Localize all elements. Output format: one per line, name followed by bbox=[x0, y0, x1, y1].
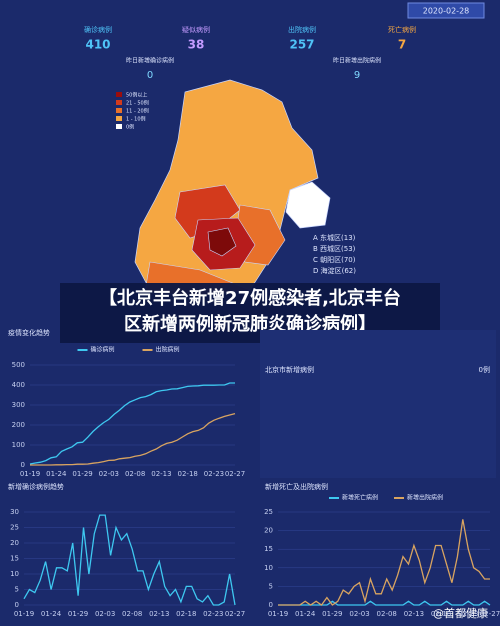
legend-swatch bbox=[116, 92, 122, 97]
legend-swatch bbox=[116, 108, 122, 113]
map-region bbox=[207, 227, 237, 257]
daily-label: 昨日新增确诊病例 bbox=[126, 57, 174, 65]
date: 2020-02-28 bbox=[423, 7, 470, 16]
x-tick-label: 01-19 bbox=[14, 610, 34, 618]
daily-value: 9 bbox=[354, 70, 360, 81]
x-tick-label: 02-27 bbox=[480, 610, 500, 618]
x-tick-label: 01-19 bbox=[268, 610, 288, 618]
daily-label: 昨日新增出院病例 bbox=[333, 57, 381, 65]
legend-label: 50例以上 bbox=[126, 92, 147, 99]
legend-label: 出院病例 bbox=[156, 346, 180, 354]
stat-value: 7 bbox=[398, 38, 406, 52]
y-tick-label: 0 bbox=[21, 461, 25, 469]
x-tick-label: 02-08 bbox=[122, 610, 142, 618]
district: D 海淀区(62) bbox=[313, 266, 356, 275]
x-tick-label: 01-29 bbox=[68, 610, 88, 618]
stat-value: 410 bbox=[85, 38, 110, 52]
stat-label: 疑似病例 bbox=[182, 25, 210, 34]
panel-title: 北京市新增病例 bbox=[265, 365, 314, 374]
series-line bbox=[29, 382, 235, 465]
series-line bbox=[278, 519, 490, 606]
y-tick-label: 400 bbox=[12, 381, 25, 389]
x-tick-label: 02-03 bbox=[99, 470, 119, 478]
x-tick-label: 02-27 bbox=[225, 610, 245, 618]
headline: 区新增两例新冠肺炎确诊病例】 bbox=[124, 313, 376, 335]
x-tick-label: 02-03 bbox=[349, 610, 369, 618]
x-tick-label: 01-24 bbox=[295, 610, 316, 618]
x-tick-label: 02-03 bbox=[95, 610, 115, 618]
stat-label: 出院病例 bbox=[288, 25, 316, 34]
panel bbox=[260, 330, 496, 478]
legend-label: 确诊病例 bbox=[91, 346, 115, 354]
x-tick-label: 02-18 bbox=[178, 470, 198, 478]
y-tick-label: 500 bbox=[12, 361, 25, 369]
stat-label: 死亡病例 bbox=[388, 25, 416, 34]
y-tick-label: 20 bbox=[10, 539, 19, 547]
y-tick-label: 0 bbox=[269, 601, 273, 609]
series-line bbox=[278, 600, 491, 606]
y-tick-label: 300 bbox=[12, 401, 25, 409]
series-line bbox=[23, 514, 236, 606]
chart-title: 疫情变化趋势 bbox=[8, 328, 50, 337]
y-tick-label: 15 bbox=[264, 545, 273, 553]
y-tick-label: 15 bbox=[10, 555, 19, 563]
x-tick-label: 02-13 bbox=[404, 610, 424, 618]
stat-label: 确诊病例 bbox=[84, 25, 112, 34]
x-tick-label: 01-19 bbox=[20, 470, 40, 478]
x-tick-label: 02-23 bbox=[458, 610, 478, 618]
legend-label: 新增死亡病例 bbox=[342, 494, 378, 502]
legend-swatch bbox=[116, 100, 122, 105]
x-tick-label: 02-18 bbox=[176, 610, 196, 618]
y-tick-label: 30 bbox=[10, 508, 19, 516]
stat-value: 38 bbox=[188, 38, 205, 52]
x-tick-label: 02-08 bbox=[125, 470, 145, 478]
x-tick-label: 02-23 bbox=[204, 470, 224, 478]
panel-value: 0例 bbox=[479, 365, 490, 374]
legend-label: 21 - 50例 bbox=[126, 100, 149, 107]
series-line bbox=[30, 412, 236, 466]
y-tick-label: 5 bbox=[15, 586, 19, 594]
watermark: @首都健康 bbox=[433, 606, 488, 620]
x-tick-label: 02-13 bbox=[149, 610, 169, 618]
daily-value: 0 bbox=[147, 70, 153, 81]
chart-title: 新增确诊病例趋势 bbox=[8, 482, 64, 491]
y-tick-label: 5 bbox=[269, 582, 273, 590]
district: A 东城区(13) bbox=[313, 233, 356, 242]
district: B 西城区(53) bbox=[313, 245, 356, 253]
x-tick-label: 02-08 bbox=[377, 610, 397, 618]
legend-label: 1 - 10例 bbox=[126, 116, 146, 123]
map-region bbox=[285, 181, 331, 229]
y-tick-label: 25 bbox=[10, 524, 19, 532]
legend-swatch bbox=[116, 116, 122, 121]
legend-swatch bbox=[116, 124, 122, 129]
date-box bbox=[407, 2, 485, 19]
y-tick-label: 100 bbox=[12, 441, 25, 449]
y-tick-label: 200 bbox=[12, 421, 25, 429]
x-tick-label: 02-23 bbox=[203, 610, 223, 618]
y-tick-label: 10 bbox=[10, 570, 19, 578]
x-tick-label: 01-24 bbox=[46, 470, 67, 478]
y-tick-label: 20 bbox=[264, 527, 273, 535]
legend-label: 新增出院病例 bbox=[407, 494, 443, 502]
y-tick-label: 0 bbox=[15, 601, 19, 609]
x-tick-label: 01-29 bbox=[322, 610, 342, 618]
x-tick-label: 01-29 bbox=[72, 470, 92, 478]
x-tick-label: 02-13 bbox=[151, 470, 171, 478]
legend-label: 11 - 20例 bbox=[126, 108, 149, 115]
stat-value: 257 bbox=[289, 38, 314, 52]
district: C 朝阳区(70) bbox=[313, 255, 356, 264]
x-tick-label: 02-27 bbox=[225, 470, 245, 478]
legend-label: 0例 bbox=[126, 124, 134, 131]
headline: 【北京丰台新增27例感染者,北京丰台 bbox=[99, 287, 401, 309]
y-tick-label: 25 bbox=[264, 508, 273, 516]
chart-title: 新增死亡及出院病例 bbox=[265, 482, 328, 491]
x-tick-label: 02-18 bbox=[431, 610, 451, 618]
x-tick-label: 01-24 bbox=[41, 610, 62, 618]
y-tick-label: 10 bbox=[264, 564, 273, 572]
